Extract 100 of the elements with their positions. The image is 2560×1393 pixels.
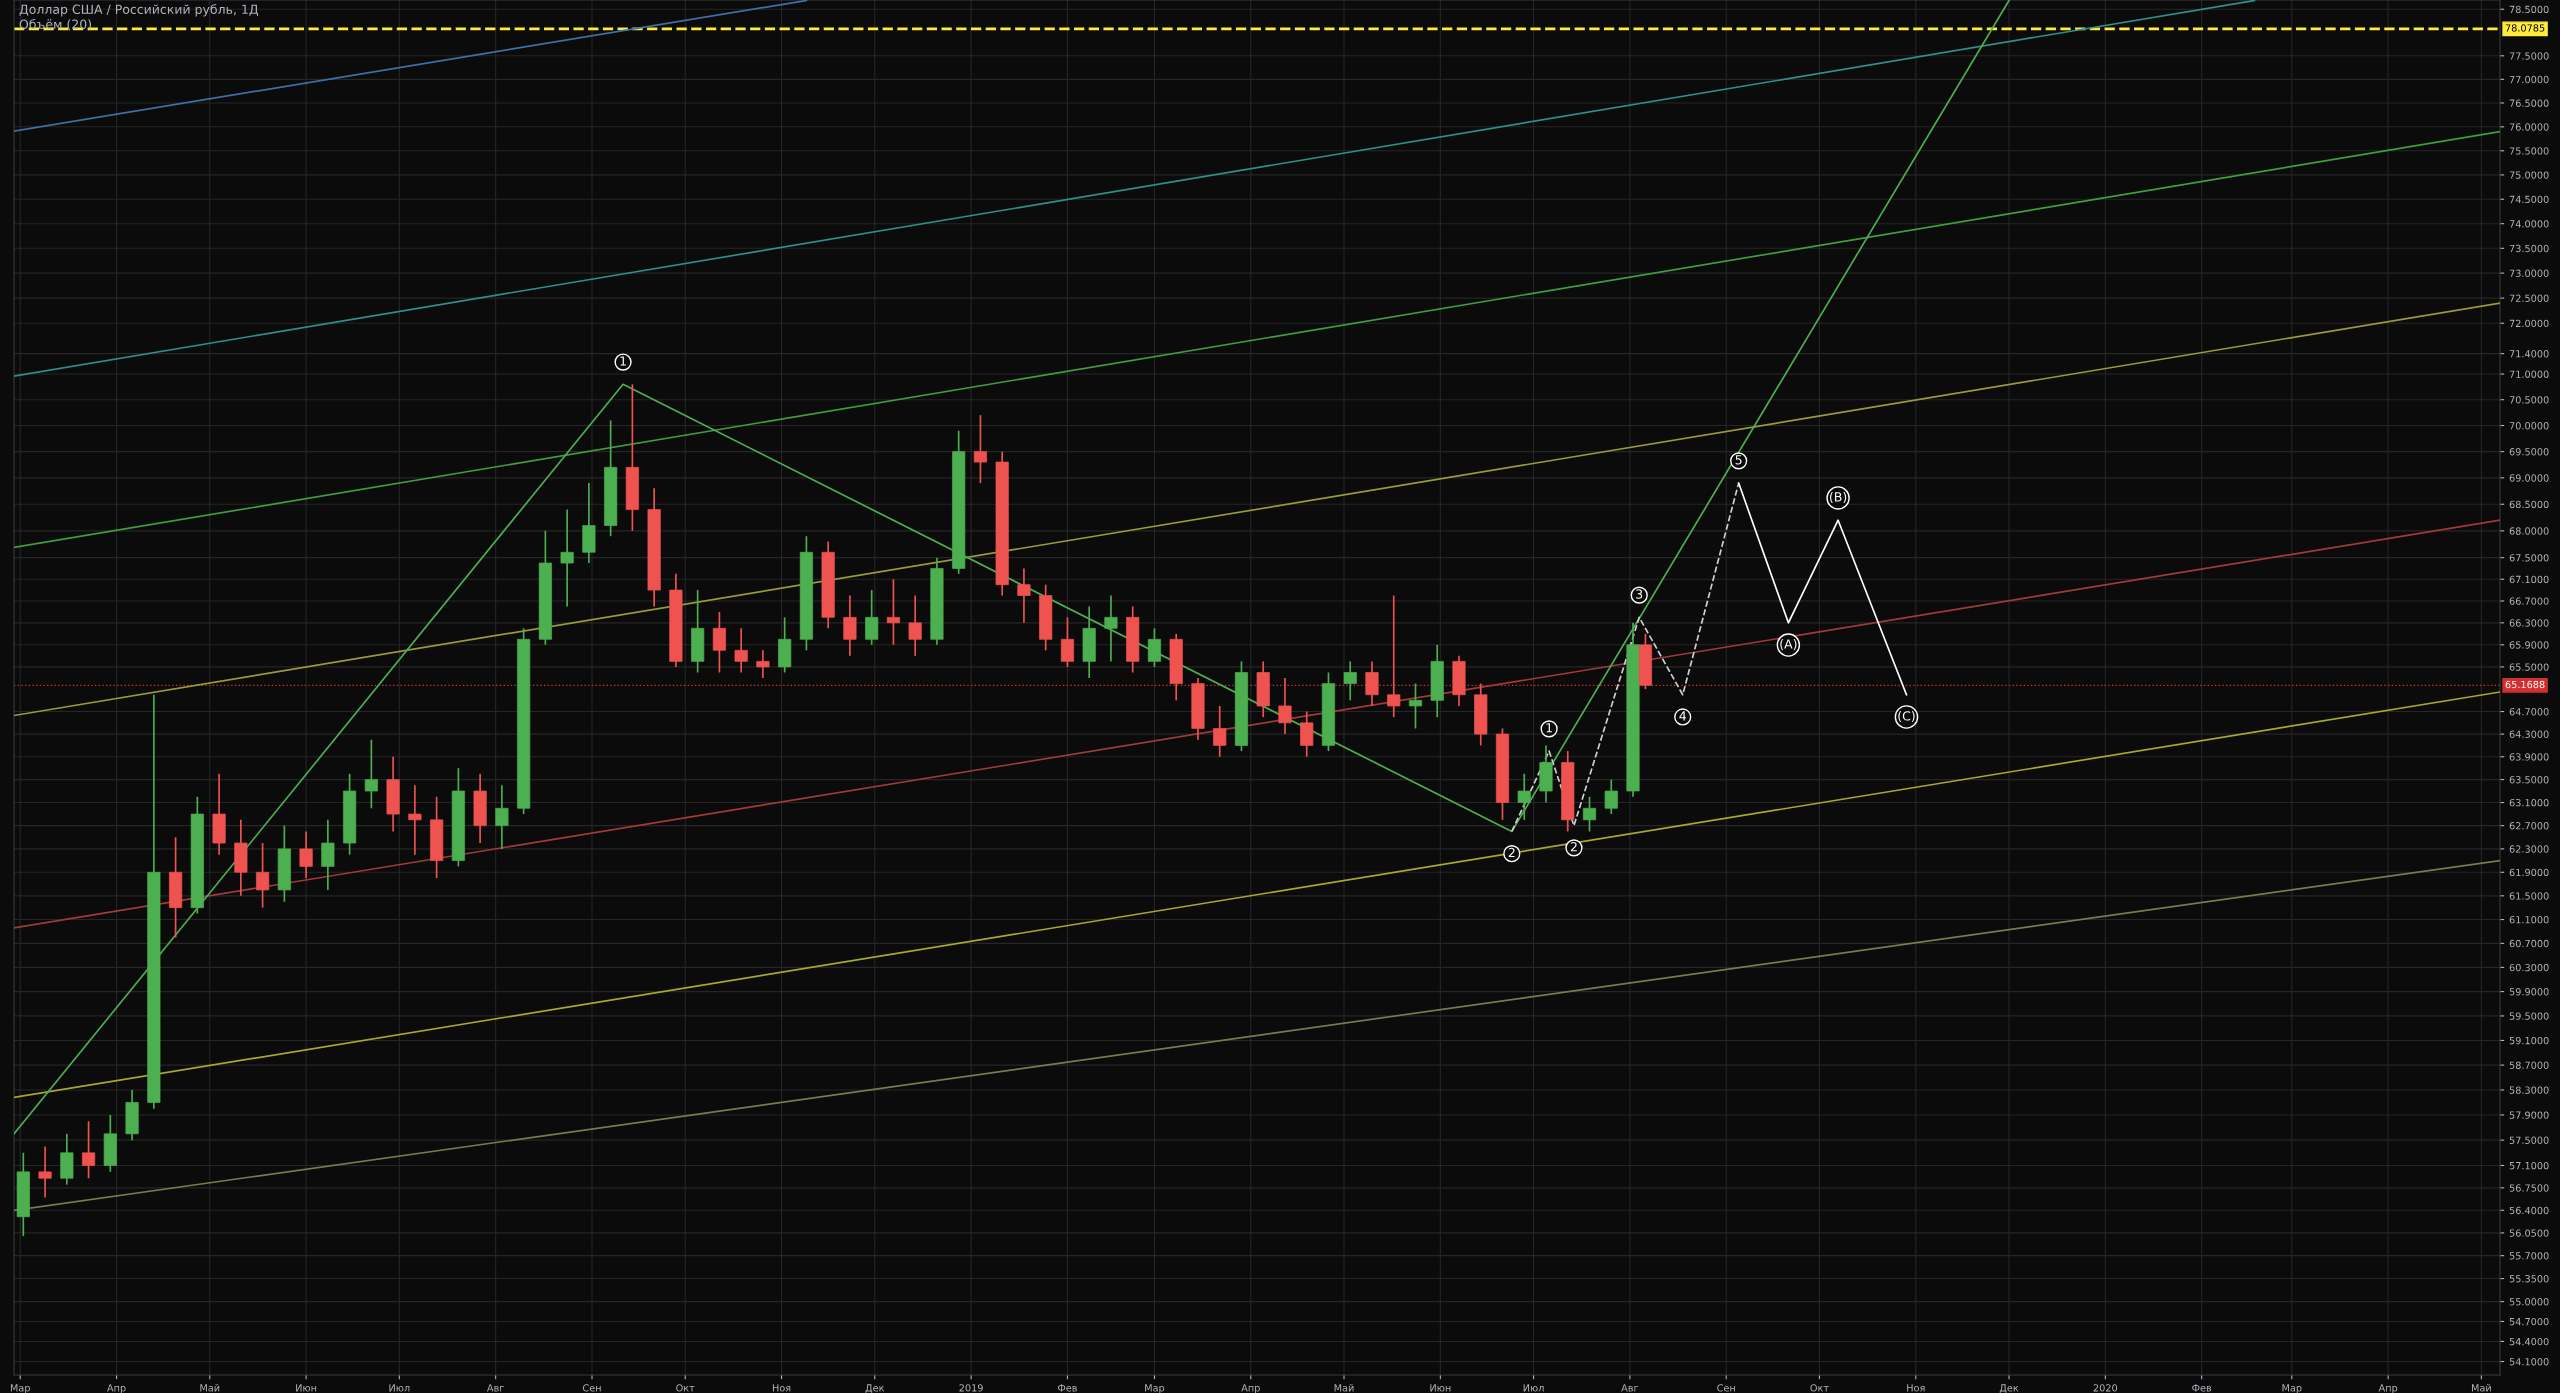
line-series	[1737, 482, 1908, 696]
x-tick-label: Авг	[486, 1384, 504, 1392]
y-tick-label: 75.5000	[2509, 147, 2549, 155]
y-tick-label: 72.5000	[2509, 294, 2549, 302]
y-tick-label: 71.4000	[2509, 350, 2549, 358]
y-tick-label: 71.0000	[2509, 370, 2549, 378]
y-tick-label: 60.3000	[2509, 963, 2549, 972]
candlestick	[1604, 778, 1618, 815]
x-tick-label: Фев	[2192, 1384, 2212, 1392]
candlestick	[1582, 795, 1597, 833]
candlestick	[38, 1145, 52, 1199]
y-tick-label: 69.0000	[2509, 474, 2549, 482]
ref-line-label: 78.0785	[2505, 24, 2545, 32]
candlestick	[1017, 567, 1031, 624]
y-tick-label: 63.1000	[2509, 799, 2549, 807]
candlestick	[1213, 705, 1227, 758]
y-tick-label: 65.9000	[2509, 641, 2549, 649]
y-tick-label: 56.0500	[2509, 1229, 2549, 1237]
y-tick-label: 56.4000	[2509, 1206, 2549, 1215]
y-tick-label: 57.1000	[2509, 1161, 2549, 1170]
line-series	[1510, 482, 1740, 833]
candlestick	[495, 784, 509, 850]
y-tick-label: 55.0000	[2509, 1298, 2549, 1306]
annotation: 1	[620, 356, 626, 366]
x-tick-label: 2019	[959, 1384, 983, 1392]
y-tick-label: 59.1000	[2509, 1036, 2549, 1045]
candlestick	[321, 819, 335, 891]
candlestick	[908, 594, 922, 657]
annotation: (A)	[1780, 639, 1797, 651]
candlestick	[843, 594, 857, 657]
candlestick	[1365, 660, 1379, 707]
candlestick	[865, 589, 879, 646]
y-tick-label: 76.0000	[2509, 123, 2549, 131]
x-tick-label: Фев	[1057, 1384, 1077, 1392]
x-tick-label: Апр	[2378, 1384, 2398, 1393]
y-tick-label: 70.0000	[2509, 422, 2549, 430]
x-tick-label: Ноя	[1907, 1384, 1925, 1392]
y-tick-label: 61.9000	[2509, 868, 2549, 877]
x-tick-label: Дек	[865, 1384, 885, 1393]
x-tick-label: Ноя	[772, 1384, 791, 1392]
candlestick	[560, 508, 574, 608]
x-tick-label: Мар	[1145, 1384, 1165, 1393]
y-tick-label: 67.5000	[2509, 554, 2549, 562]
y-tick-label: 54.1000	[2509, 1358, 2549, 1366]
candlestick	[82, 1120, 96, 1180]
x-tick-label: Июл	[389, 1384, 410, 1392]
candlestick	[712, 611, 726, 674]
y-tick-label: 55.3500	[2509, 1275, 2549, 1283]
candlestick	[1278, 677, 1292, 735]
x-tick-label: Май	[1334, 1384, 1354, 1392]
candlestick	[364, 738, 378, 810]
y-tick-label: 57.9000	[2509, 1111, 2549, 1119]
x-tick-label: Мар	[2282, 1384, 2302, 1393]
y-tick-label: 70.5000	[2509, 396, 2549, 404]
y-tick-label: 73.0000	[2509, 269, 2549, 277]
y-tick-label: 63.5000	[2509, 776, 2549, 784]
y-tick-label: 58.3000	[2509, 1086, 2549, 1094]
candlestick	[1300, 710, 1314, 758]
y-tick-label: 73.5000	[2509, 244, 2549, 253]
y-tick-label: 68.5000	[2509, 500, 2549, 509]
y-tick-label: 78.5000	[2509, 5, 2549, 14]
y-tick-label: 61.5000	[2509, 892, 2549, 900]
y-tick-label: 65.5000	[2509, 663, 2549, 671]
x-tick-label: Май	[2471, 1384, 2491, 1392]
y-tick-label: 54.4000	[2509, 1337, 2549, 1346]
x-tick-label: Дек	[1999, 1384, 2019, 1393]
y-tick-label: 66.7000	[2509, 597, 2549, 605]
y-tick-label: 68.0000	[2509, 527, 2549, 535]
x-tick-label: Июл	[1523, 1384, 1544, 1392]
y-tick-label: 59.9000	[2509, 988, 2549, 996]
candlestick	[1104, 594, 1118, 663]
x-tick-label: Мар	[10, 1384, 30, 1393]
annotation: 5	[1735, 455, 1742, 465]
y-tick-label: 77.0000	[2509, 75, 2549, 84]
y-tick-label: 72.0000	[2509, 319, 2549, 328]
candlestick	[1408, 682, 1423, 730]
annotation: 2	[1508, 847, 1515, 858]
x-tick-label: Апр	[1241, 1384, 1260, 1393]
candlestick	[1060, 616, 1075, 668]
x-tick-label: Июн	[1430, 1384, 1451, 1392]
x-tick-label: Окт	[1810, 1384, 1829, 1392]
ref-line-label: 65.1688	[2505, 680, 2545, 689]
annotation: 4	[1679, 711, 1686, 721]
candlestick	[886, 578, 900, 646]
annotation: (B)	[1830, 491, 1847, 504]
y-tick-label: 63.9000	[2509, 753, 2549, 761]
y-tick-label: 74.5000	[2509, 195, 2549, 204]
y-tick-label: 69.5000	[2509, 448, 2549, 456]
candlestick	[1517, 773, 1531, 821]
line-series	[14, 0, 2010, 1135]
candlestick	[973, 414, 987, 484]
y-tick-label: 54.7000	[2509, 1317, 2549, 1326]
y-tick-label: 76.5000	[2509, 99, 2549, 107]
y-tick-label: 62.3000	[2509, 845, 2549, 853]
annotation: 2	[1570, 842, 1577, 852]
x-tick-label: Апр	[107, 1384, 126, 1393]
x-tick-label: Май	[200, 1384, 220, 1392]
candlestick	[1387, 594, 1401, 719]
x-tick-label: 2020	[2093, 1384, 2118, 1392]
candlestick	[256, 842, 270, 909]
